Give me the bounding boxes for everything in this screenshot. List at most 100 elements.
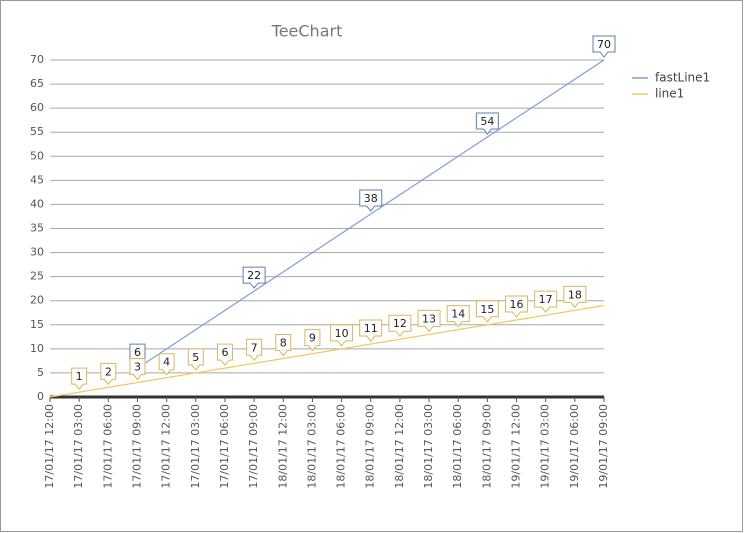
label-box [592, 35, 616, 58]
label-box [100, 362, 117, 386]
label-box [417, 309, 441, 333]
data-label-text: 13 [422, 312, 436, 325]
x-tick-label: 17/01/17 09:00 [247, 404, 260, 489]
series-line [137, 59, 605, 369]
y-tick-label: 5 [37, 366, 44, 379]
data-label-text: 12 [393, 317, 407, 330]
data-label: 12 [388, 314, 412, 338]
label-box [216, 343, 233, 366]
x-tick-label: 17/01/17 09:00 [130, 404, 143, 489]
label-box [330, 324, 354, 347]
label-box [246, 338, 263, 362]
x-tick-label: 18/01/17 12:00 [276, 404, 289, 489]
x-tick-label: 17/01/17 06:00 [218, 404, 231, 489]
x-tick-label: 18/01/17 09:00 [364, 404, 377, 489]
data-label: 16 [505, 295, 529, 318]
chart-title: TeeChart [271, 22, 343, 41]
data-label-text: 15 [480, 303, 494, 316]
label-box [505, 295, 529, 318]
series-line [49, 304, 605, 398]
x-tick-label: 17/01/17 12:00 [43, 404, 56, 489]
x-tick-label: 17/01/17 06:00 [101, 404, 114, 489]
label-box [446, 305, 470, 328]
label-box [475, 112, 499, 135]
data-label-text: 22 [247, 269, 261, 282]
data-label-text: 11 [364, 322, 378, 335]
label-box [129, 358, 146, 381]
x-tick-label: 19/01/17 12:00 [510, 404, 523, 489]
x-tick-label: 17/01/17 03:00 [72, 404, 85, 489]
y-tick-label: 70 [30, 53, 44, 66]
data-label: 7 [246, 338, 263, 362]
label-box [275, 333, 292, 357]
y-tick-label: 25 [30, 270, 44, 283]
data-label: 5 [187, 348, 204, 371]
data-label-text: 6 [134, 346, 141, 359]
data-label: 3 [129, 358, 146, 381]
label-box [187, 348, 204, 371]
data-label-text: 5 [192, 351, 199, 364]
x-tick-label: 18/01/17 06:00 [335, 404, 348, 489]
label-box [359, 189, 383, 212]
y-tick-label: 20 [30, 294, 44, 307]
data-label-text: 14 [451, 308, 465, 321]
y-tick-label: 30 [30, 246, 44, 259]
data-label-text: 8 [280, 336, 287, 349]
y-tick-label: 35 [30, 222, 44, 235]
data-label: 18 [563, 285, 587, 309]
label-box [359, 319, 383, 342]
data-label-text: 2 [105, 365, 112, 378]
data-label: 2 [100, 362, 117, 386]
data-label: 38 [359, 189, 383, 212]
data-label-text: 9 [309, 332, 316, 345]
x-tick-label: 18/01/17 06:00 [451, 404, 464, 489]
data-label-text: 54 [480, 115, 494, 128]
data-label: 14 [446, 305, 470, 328]
y-tick-label: 65 [30, 77, 44, 90]
data-label: 1 [71, 367, 88, 390]
x-tick-label: 17/01/17 12:00 [160, 404, 173, 489]
y-tick-label: 55 [30, 125, 44, 138]
data-label-text: 1 [76, 370, 83, 383]
data-label: 4 [158, 353, 175, 376]
y-tick-label: 15 [30, 318, 44, 331]
x-tick-label: 19/01/17 06:00 [568, 404, 581, 489]
data-label: 10 [330, 324, 354, 347]
data-label-text: 10 [335, 327, 349, 340]
y-tick-label: 40 [30, 197, 44, 210]
label-box [158, 353, 175, 376]
y-tick-label: 45 [30, 173, 44, 186]
label-box [534, 290, 558, 313]
data-label-text: 7 [251, 341, 258, 354]
data-label-text: 17 [539, 293, 553, 306]
data-label: 17 [534, 290, 558, 313]
data-label-text: 38 [364, 192, 378, 205]
label-box [475, 300, 499, 323]
data-label-text: 6 [221, 346, 228, 359]
data-label: 13 [417, 309, 441, 333]
x-tick-label: 18/01/17 03:00 [305, 404, 318, 489]
data-label: 70 [592, 35, 616, 58]
data-label: 11 [359, 319, 383, 342]
legend-label: line1 [655, 87, 684, 101]
label-box [563, 285, 587, 309]
legend-label: fastLine1 [655, 71, 710, 85]
label-box [242, 266, 266, 289]
data-label-text: 18 [568, 288, 582, 301]
y-tick-label: 0 [37, 390, 44, 403]
data-label: 54 [475, 112, 499, 135]
data-label: 15 [475, 300, 499, 323]
data-label-text: 70 [597, 38, 611, 51]
x-tick-label: 19/01/17 09:00 [597, 404, 610, 489]
x-tick-label: 18/01/17 09:00 [480, 404, 493, 489]
label-box [304, 329, 321, 352]
x-tick-label: 17/01/17 03:00 [189, 404, 202, 489]
y-tick-label: 60 [30, 101, 44, 114]
x-tick-label: 18/01/17 03:00 [422, 404, 435, 489]
data-label: 22 [242, 266, 266, 289]
data-label: 8 [275, 333, 292, 357]
label-box [388, 314, 412, 338]
data-label: 6 [216, 343, 233, 366]
